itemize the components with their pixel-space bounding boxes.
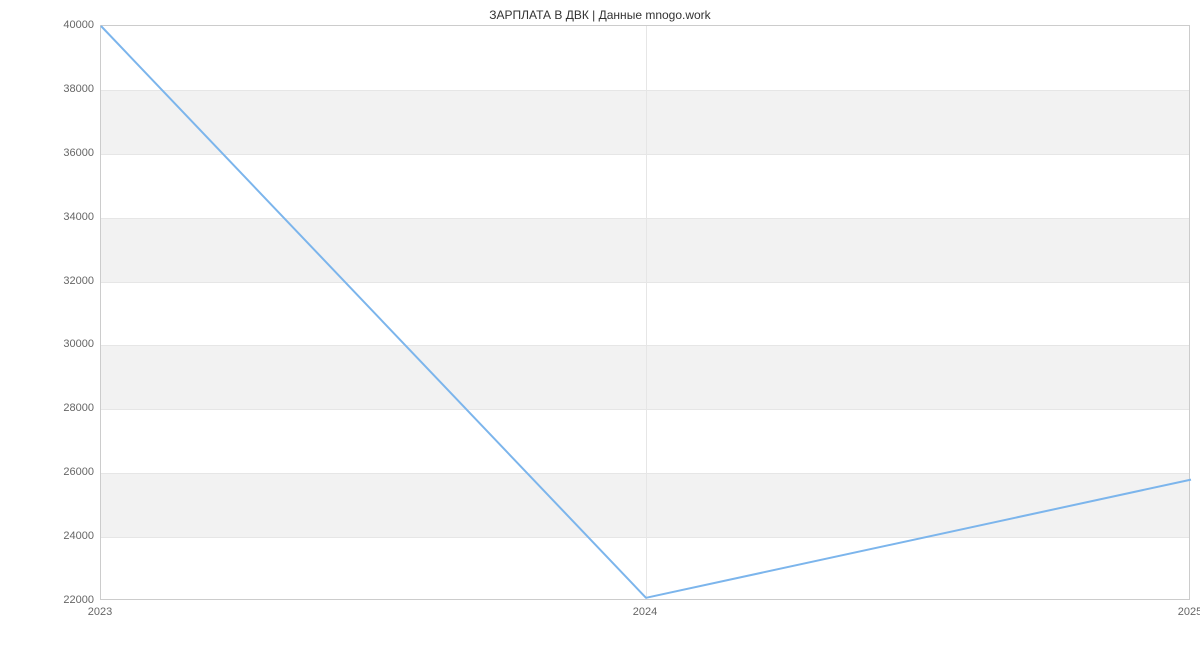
x-tick-label: 2023 xyxy=(88,606,112,618)
series-line-salary xyxy=(101,26,1191,598)
y-tick-label: 30000 xyxy=(63,338,94,350)
y-tick-label: 38000 xyxy=(63,83,94,95)
x-tick-label: 2025 xyxy=(1178,606,1200,618)
chart-title: ЗАРПЛАТА В ДВК | Данные mnogo.work xyxy=(0,8,1200,22)
plot-area xyxy=(100,25,1190,600)
y-tick-label: 36000 xyxy=(63,147,94,159)
y-tick-label: 28000 xyxy=(63,402,94,414)
y-tick-label: 40000 xyxy=(63,19,94,31)
y-tick-label: 26000 xyxy=(63,466,94,478)
x-tick-label: 2024 xyxy=(633,606,657,618)
y-tick-label: 24000 xyxy=(63,530,94,542)
series-svg xyxy=(101,26,1189,599)
y-tick-label: 22000 xyxy=(63,594,94,606)
y-tick-label: 34000 xyxy=(63,211,94,223)
y-tick-label: 32000 xyxy=(63,275,94,287)
